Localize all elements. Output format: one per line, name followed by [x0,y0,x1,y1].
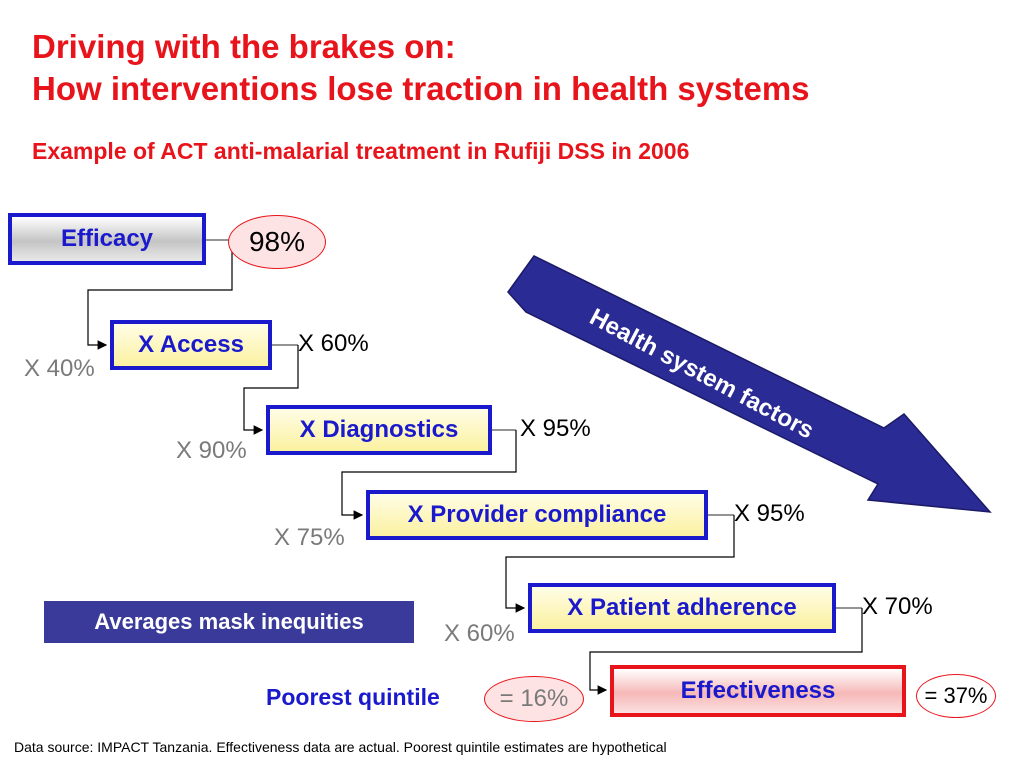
patient-adherence-right-value: X 70% [862,593,933,620]
diagnostics-right-value: X 95% [520,415,591,442]
provider-compliance-box: X Provider compliance [366,490,708,540]
effectiveness-value: = 37% [916,674,996,718]
poorest-quintile-value: = 16% [484,676,584,722]
health-system-arrow-label: Health system factors [585,303,818,444]
diagnostics-box: X Diagnostics [266,405,492,455]
efficacy-box: Efficacy [8,213,206,265]
health-system-arrow [507,255,992,513]
slide-title: Driving with the brakes on: How interven… [32,26,810,110]
averages-mask-inequities-banner: Averages mask inequities [44,601,414,643]
access-box: X Access [110,320,272,370]
efficacy-value: 98% [228,215,326,269]
effectiveness-box: Effectiveness [610,665,906,717]
slide-subtitle: Example of ACT anti-malarial treatment i… [32,138,690,164]
patient-adherence-box: X Patient adherence [528,583,836,633]
title-line-1: Driving with the brakes on: [32,28,456,65]
access-left-value: X 40% [24,355,95,382]
diagnostics-left-value: X 90% [176,437,247,464]
poorest-quintile-label: Poorest quintile [266,684,440,710]
provider-compliance-left-value: X 75% [274,524,345,551]
patient-adherence-left-value: X 60% [444,620,515,647]
title-line-2: How interventions lose traction in healt… [32,70,810,107]
data-source-footnote: Data source: IMPACT Tanzania. Effectiven… [14,739,667,755]
access-right-value: X 60% [298,330,369,357]
provider-compliance-right-value: X 95% [734,500,805,527]
